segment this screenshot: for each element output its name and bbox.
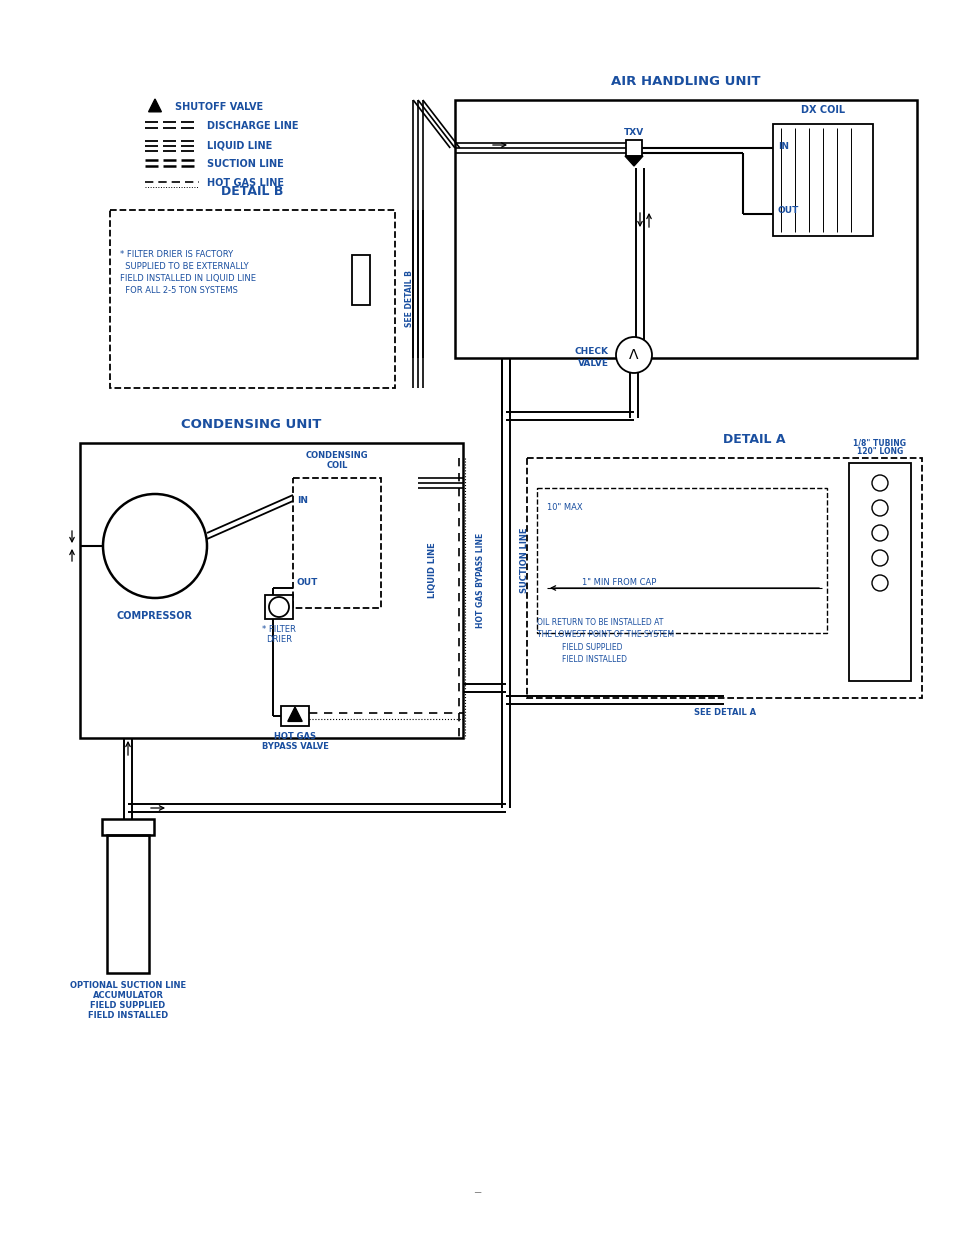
Text: HOT GAS BYPASS LINE: HOT GAS BYPASS LINE bbox=[476, 532, 484, 627]
Bar bbox=[281, 706, 309, 726]
Text: IN: IN bbox=[778, 142, 788, 151]
Text: DETAIL B: DETAIL B bbox=[220, 185, 283, 198]
Text: DX COIL: DX COIL bbox=[801, 105, 844, 115]
Circle shape bbox=[269, 597, 289, 618]
Text: SUCTION LINE: SUCTION LINE bbox=[519, 527, 529, 593]
Text: OPTIONAL SUCTION LINE: OPTIONAL SUCTION LINE bbox=[70, 981, 186, 990]
Polygon shape bbox=[288, 706, 302, 721]
Text: FIELD SUPPLIED: FIELD SUPPLIED bbox=[91, 1002, 166, 1010]
Text: FOR ALL 2-5 TON SYSTEMS: FOR ALL 2-5 TON SYSTEMS bbox=[120, 287, 237, 295]
Text: HOT GAS: HOT GAS bbox=[274, 732, 315, 741]
Text: THE LOWEST POINT OF THE SYSTEM: THE LOWEST POINT OF THE SYSTEM bbox=[537, 630, 674, 638]
Text: Λ: Λ bbox=[629, 348, 639, 362]
Text: CHECK: CHECK bbox=[575, 347, 608, 356]
Bar bbox=[102, 819, 153, 835]
Text: 1/8" TUBING: 1/8" TUBING bbox=[853, 438, 905, 447]
Text: DETAIL A: DETAIL A bbox=[722, 433, 784, 446]
Text: OUT: OUT bbox=[778, 206, 799, 215]
Text: AIR HANDLING UNIT: AIR HANDLING UNIT bbox=[611, 75, 760, 88]
Bar bbox=[80, 443, 462, 739]
Text: OUT: OUT bbox=[296, 578, 318, 587]
Text: SEE DETAIL A: SEE DETAIL A bbox=[693, 708, 756, 718]
Text: * FILTER: * FILTER bbox=[262, 625, 295, 634]
Bar bbox=[537, 488, 826, 634]
Text: SEE DETAIL B: SEE DETAIL B bbox=[405, 270, 414, 327]
Bar bbox=[110, 210, 395, 388]
Bar bbox=[848, 463, 910, 680]
Text: DISCHARGE LINE: DISCHARGE LINE bbox=[207, 121, 298, 131]
Text: TXV: TXV bbox=[623, 128, 643, 137]
Text: HOT GAS LINE: HOT GAS LINE bbox=[207, 178, 284, 188]
Text: OIL RETURN TO BE INSTALLED AT: OIL RETURN TO BE INSTALLED AT bbox=[537, 618, 662, 627]
Text: _: _ bbox=[474, 1179, 479, 1193]
Bar bbox=[625, 140, 641, 156]
Text: FIELD SUPPLIED: FIELD SUPPLIED bbox=[561, 643, 622, 652]
Text: DRIER: DRIER bbox=[266, 635, 292, 643]
Text: CONDENSING: CONDENSING bbox=[305, 451, 368, 459]
Text: 120" LONG: 120" LONG bbox=[856, 447, 902, 456]
Polygon shape bbox=[624, 156, 642, 165]
Text: FIELD INSTALLED: FIELD INSTALLED bbox=[561, 655, 626, 664]
Text: 1" MIN FROM CAP: 1" MIN FROM CAP bbox=[581, 578, 656, 587]
Polygon shape bbox=[149, 99, 161, 112]
Bar bbox=[772, 124, 872, 236]
Bar bbox=[455, 100, 916, 358]
Text: 10" MAX: 10" MAX bbox=[546, 503, 582, 513]
Bar bbox=[107, 835, 149, 973]
Text: CONDENSING UNIT: CONDENSING UNIT bbox=[181, 417, 321, 431]
Bar bbox=[293, 478, 380, 608]
Text: VALVE: VALVE bbox=[578, 359, 608, 368]
Text: SHUTOFF VALVE: SHUTOFF VALVE bbox=[174, 103, 263, 112]
Circle shape bbox=[616, 337, 651, 373]
Text: IN: IN bbox=[296, 496, 308, 505]
Text: COMPRESSOR: COMPRESSOR bbox=[117, 611, 193, 621]
Text: LIQUID LINE: LIQUID LINE bbox=[207, 140, 272, 149]
Bar bbox=[265, 595, 293, 619]
Circle shape bbox=[103, 494, 207, 598]
Text: SUPPLIED TO BE EXTERNALLY: SUPPLIED TO BE EXTERNALLY bbox=[120, 262, 249, 270]
Text: BYPASS VALVE: BYPASS VALVE bbox=[261, 742, 328, 751]
Text: ACCUMULATOR: ACCUMULATOR bbox=[92, 990, 163, 1000]
Text: * FILTER DRIER IS FACTORY: * FILTER DRIER IS FACTORY bbox=[120, 249, 233, 259]
Text: SUCTION LINE: SUCTION LINE bbox=[207, 159, 283, 169]
Bar bbox=[352, 254, 370, 305]
Text: FIELD INSTALLED IN LIQUID LINE: FIELD INSTALLED IN LIQUID LINE bbox=[120, 274, 255, 283]
Text: COIL: COIL bbox=[326, 461, 347, 471]
Text: LIQUID LINE: LIQUID LINE bbox=[428, 542, 436, 598]
Bar bbox=[526, 458, 921, 698]
Text: FIELD INSTALLED: FIELD INSTALLED bbox=[88, 1011, 168, 1020]
